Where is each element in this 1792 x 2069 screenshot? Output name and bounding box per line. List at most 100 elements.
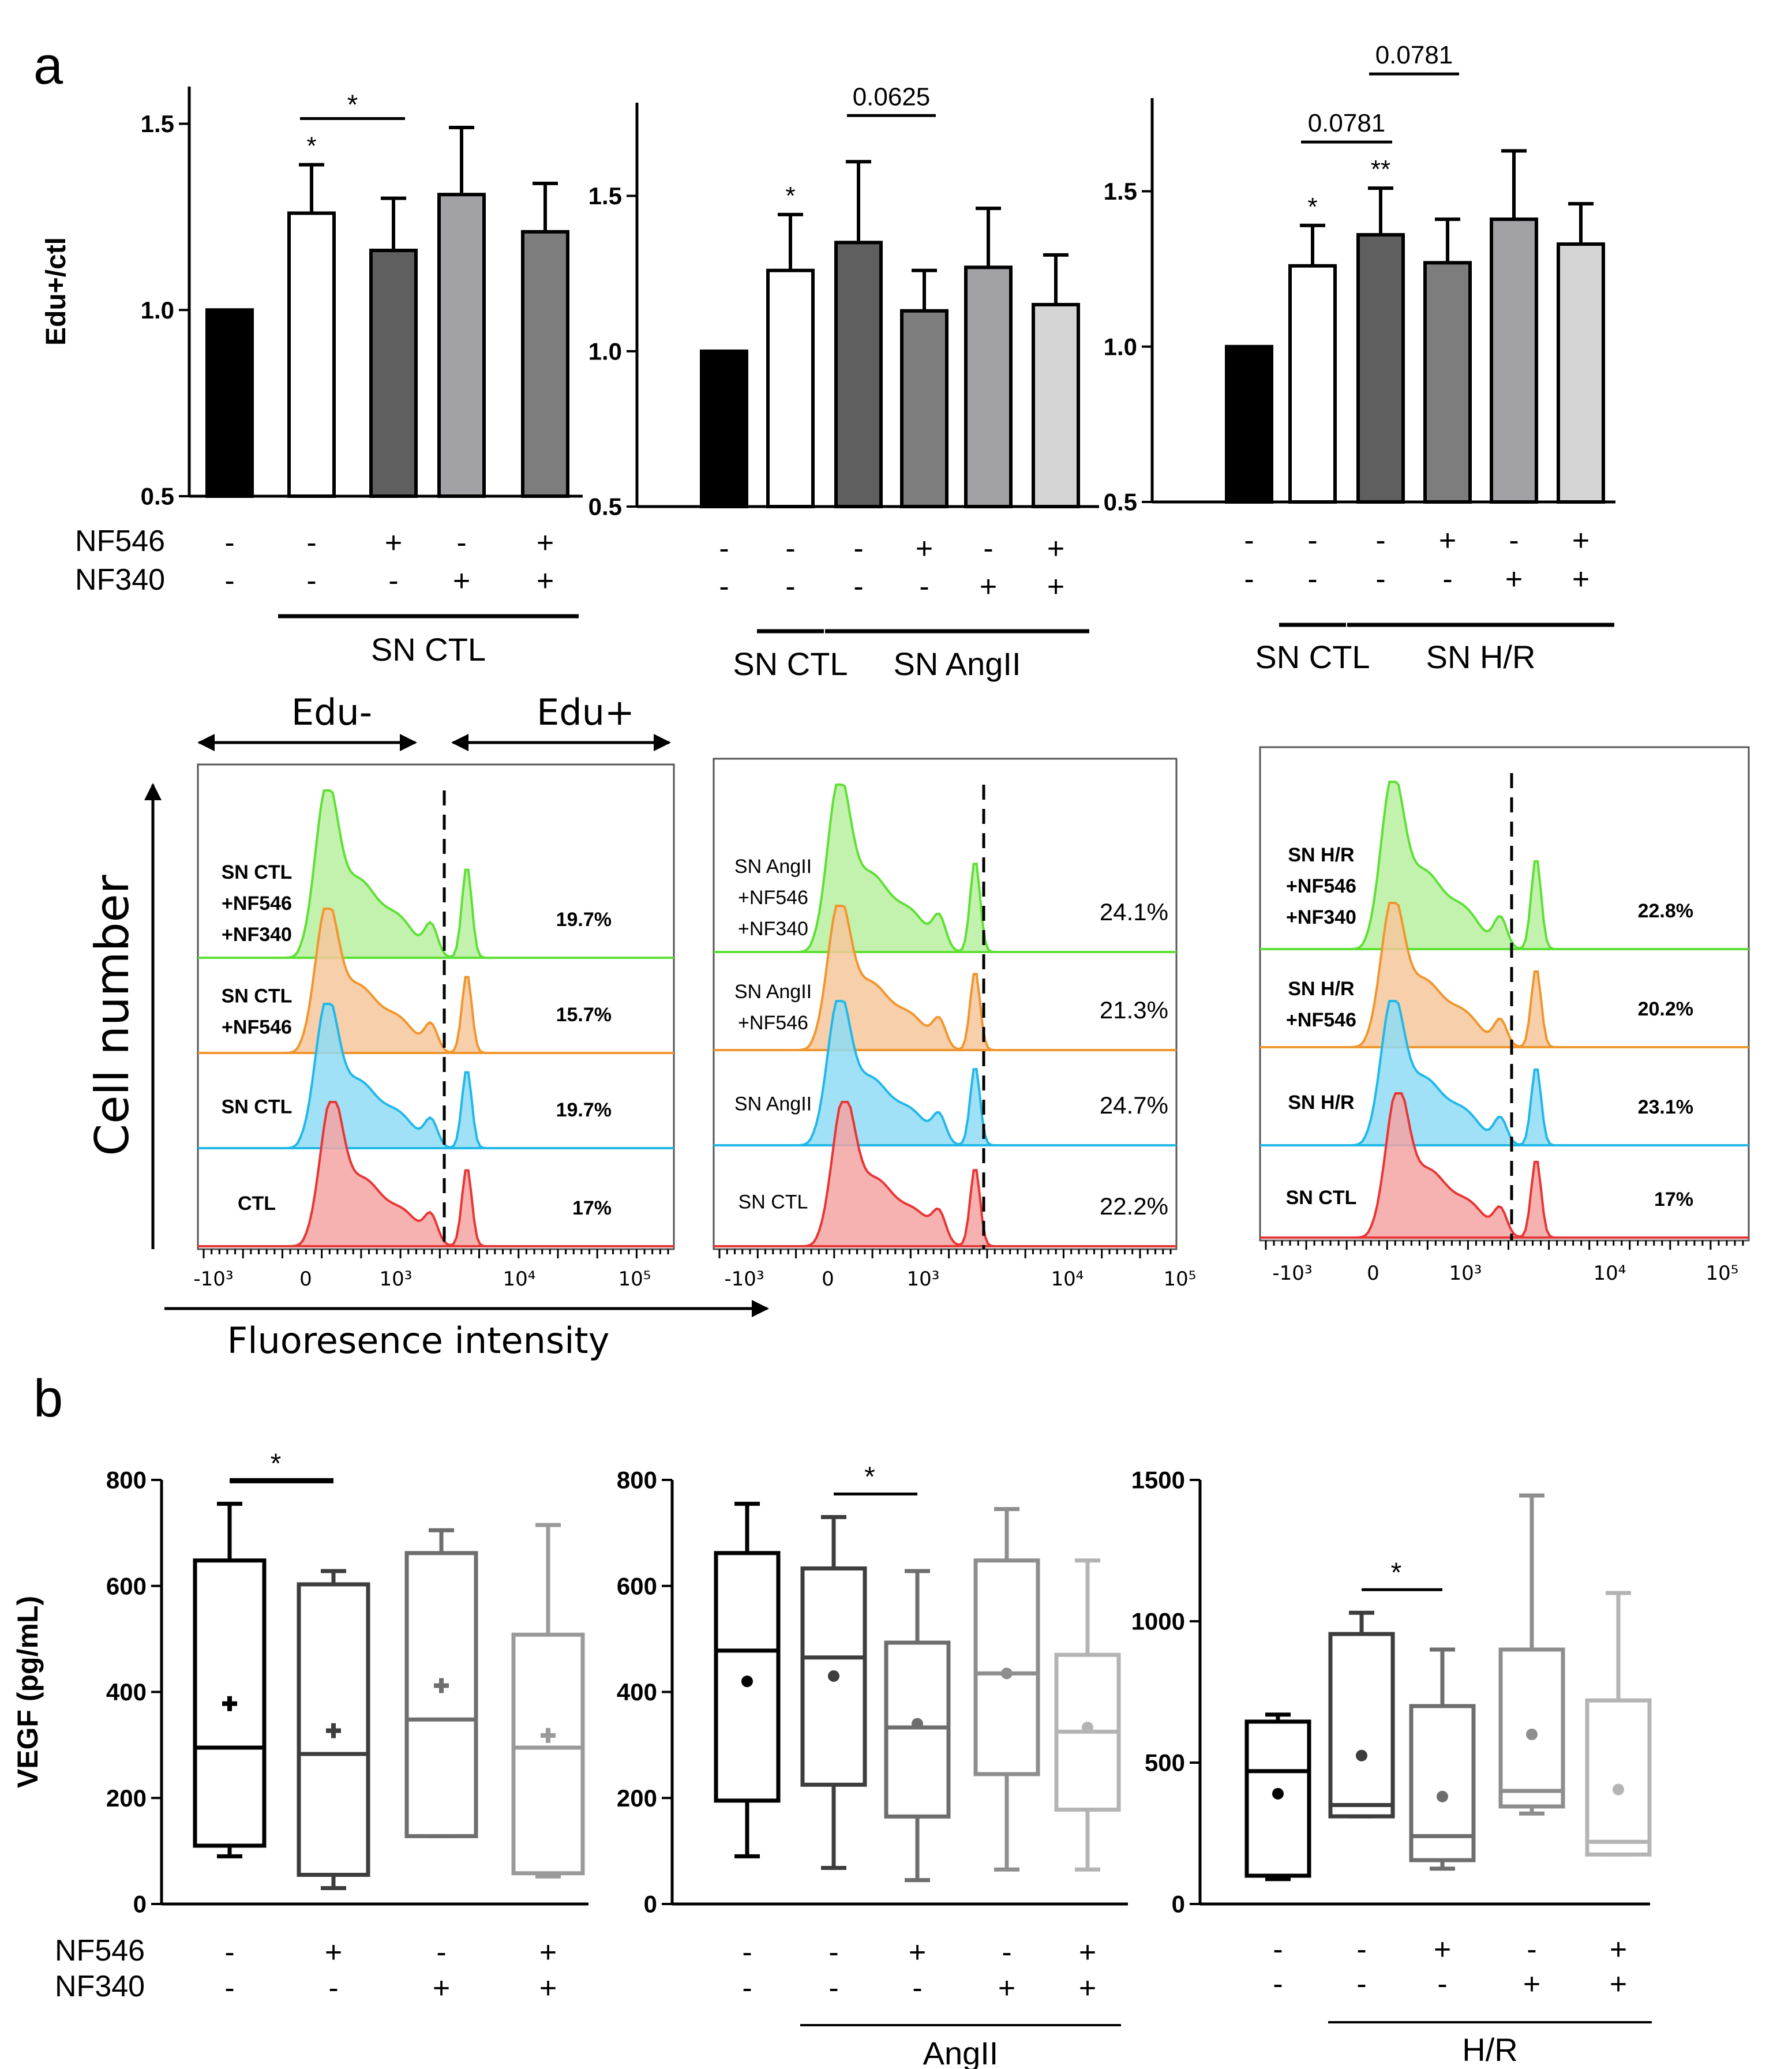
nf546-row-label-b: NF546 xyxy=(55,1934,145,1967)
h3-row-label: SN H/R xyxy=(1288,1092,1354,1114)
h3-row-label: SN H/R xyxy=(1288,978,1354,1000)
b3-comparison-label: * xyxy=(1391,1557,1402,1588)
a2-bar xyxy=(700,349,748,508)
h1-x-tick-label: 10³ xyxy=(380,1268,413,1291)
h1-row-percent: 19.7% xyxy=(556,1099,612,1121)
a3-nf340-sign: - xyxy=(1307,563,1317,596)
nf546-row-label-a: NF546 xyxy=(75,524,165,558)
b2-nf546-sign: - xyxy=(828,1936,838,1969)
b3-nf546-sign: - xyxy=(1356,1933,1366,1966)
a3-nf546-sign: - xyxy=(1307,524,1317,557)
b2-nf546-sign: + xyxy=(909,1936,926,1969)
a2-bar-significance: * xyxy=(785,182,795,210)
panel-label-a: a xyxy=(33,36,63,95)
a1-bar xyxy=(369,249,418,498)
a2-ytick-label: 0.5 xyxy=(588,493,622,520)
b1-nf340-sign: + xyxy=(539,1971,557,2005)
b1-mean-marker xyxy=(326,1723,341,1738)
h1-row-percent: 19.7% xyxy=(556,909,612,931)
b3-nf546-sign: + xyxy=(1610,1933,1627,1966)
a1-y-label: Edu+/ctl xyxy=(41,237,72,346)
a2-comparison-label: 0.0625 xyxy=(853,83,931,111)
b3-nf546-sign: + xyxy=(1434,1933,1451,1966)
a2-group-label: SN CTL xyxy=(733,646,848,682)
b1-axes: 0 200 400 600 800 VEGF (pg/mL) xyxy=(12,1467,588,1918)
a1-bar xyxy=(205,308,254,498)
b1-mean-marker xyxy=(541,1727,556,1743)
a3-nf546-sign: + xyxy=(1439,524,1456,557)
b3-group-label: H/R xyxy=(1462,2031,1517,2068)
a1-nf546-sign: + xyxy=(385,526,402,560)
h1-row-percent: 17% xyxy=(572,1197,612,1219)
a2-nf546-sign: - xyxy=(719,532,729,565)
b3-ytick-label: 500 xyxy=(1145,1749,1185,1776)
a3-nf546-sign: + xyxy=(1572,524,1589,557)
b2-mean-marker xyxy=(828,1670,839,1682)
b2-nf340-sign: - xyxy=(742,1971,752,2005)
h1-row-label: +NF340 xyxy=(222,924,292,946)
h1-x-tick-label: 10⁵ xyxy=(618,1268,651,1291)
a1-nf340-sign: - xyxy=(306,564,316,598)
h1-row-percent: 15.7% xyxy=(556,1004,612,1026)
a3-bar xyxy=(1356,233,1405,504)
a3-ytick-label: 1.5 xyxy=(1104,178,1137,205)
b3-nf340-sign: - xyxy=(1437,1967,1447,2001)
h3-row-label: SN CTL xyxy=(1286,1187,1357,1209)
h3-row-percent: 20.2% xyxy=(1638,998,1693,1020)
edu-plus-label: Edu+ xyxy=(537,691,635,733)
a1-bar xyxy=(521,230,569,498)
a3-group-label: SN CTL xyxy=(1255,639,1370,675)
b3-nf340-sign: - xyxy=(1356,1967,1366,2001)
a3-nf546-sign: - xyxy=(1509,524,1519,557)
h2-row-label: +NF546 xyxy=(738,887,808,909)
h3-row-label: +NF546 xyxy=(1286,1009,1356,1031)
b2-nf546-sign: + xyxy=(1079,1936,1096,1969)
a2-nf546-sign: + xyxy=(1047,532,1064,565)
h3-row-label: SN H/R xyxy=(1288,844,1354,866)
a3-comparison-label: 0.0781 xyxy=(1375,41,1453,69)
b1-nf340-sign: - xyxy=(224,1971,234,2005)
h1-row-label: CTL xyxy=(238,1193,276,1215)
b2-mean-marker xyxy=(1001,1667,1013,1680)
a2-nf340-sign: - xyxy=(919,570,929,604)
a1-ytick-label: 1.0 xyxy=(141,297,174,324)
h1-row-label: +NF546 xyxy=(222,1017,292,1039)
a2-ytick-label: 1.5 xyxy=(588,182,622,209)
h2-x-tick-label: 0 xyxy=(822,1268,834,1291)
h1-frame xyxy=(197,763,675,1250)
h2-frame xyxy=(713,758,1178,1250)
h2-row-label: +NF340 xyxy=(738,918,808,940)
b3-mean-marker xyxy=(1356,1749,1367,1761)
cell-number-label: Cell number xyxy=(85,875,139,1156)
a1-ytick-label: 0.5 xyxy=(141,483,174,510)
b1-nf546-sign: - xyxy=(436,1936,446,1969)
b3-axes: 0 500 1000 1500 xyxy=(1131,1467,1650,1918)
b2-nf546-sign: - xyxy=(1002,1936,1011,1969)
a3-nf340-sign: - xyxy=(1244,563,1254,596)
h3-row-label: +NF340 xyxy=(1286,906,1356,928)
a2-nf340-sign: + xyxy=(1047,570,1064,604)
h3-panel: SN H/R +NF546 +NF340 22.8% SN H/R +NF546 20.2%… xyxy=(1259,746,1750,1285)
b3-ytick-label: 1000 xyxy=(1131,1608,1185,1635)
b2-nf546-sign: - xyxy=(742,1936,752,1969)
b2-mean-marker xyxy=(912,1718,923,1730)
h1-x-tick-label: 0 xyxy=(299,1268,312,1291)
b3-nf340-sign: - xyxy=(1273,1967,1283,2001)
h2-panel: SN AngII +NF546 +NF340 24.1% SN AngII +NF546 2… xyxy=(713,758,1196,1291)
a3-group-label: SN H/R xyxy=(1426,639,1536,675)
a2-ytick-label: 1.0 xyxy=(588,338,622,365)
a1-ytick-label: 1.5 xyxy=(141,110,174,137)
h3-x-tick-label: -10³ xyxy=(1272,1262,1312,1285)
a1-nf340-sign: - xyxy=(388,564,398,598)
h3-x-tick-label: 0 xyxy=(1367,1262,1379,1285)
h2-row-label: SN AngII xyxy=(734,1093,812,1115)
a2-nf546-sign: - xyxy=(983,532,993,565)
h3-x-tick-label: 10³ xyxy=(1449,1262,1482,1285)
h2-x-tick-label: -10³ xyxy=(724,1268,764,1291)
a2-bar xyxy=(1032,303,1080,508)
b1-nf546-sign: + xyxy=(325,1936,342,1969)
b3-mean-marker xyxy=(1437,1790,1448,1802)
b2-box xyxy=(884,1640,951,1819)
a2-nf340-sign: - xyxy=(719,570,729,604)
a3-nf546-sign: - xyxy=(1244,524,1254,557)
